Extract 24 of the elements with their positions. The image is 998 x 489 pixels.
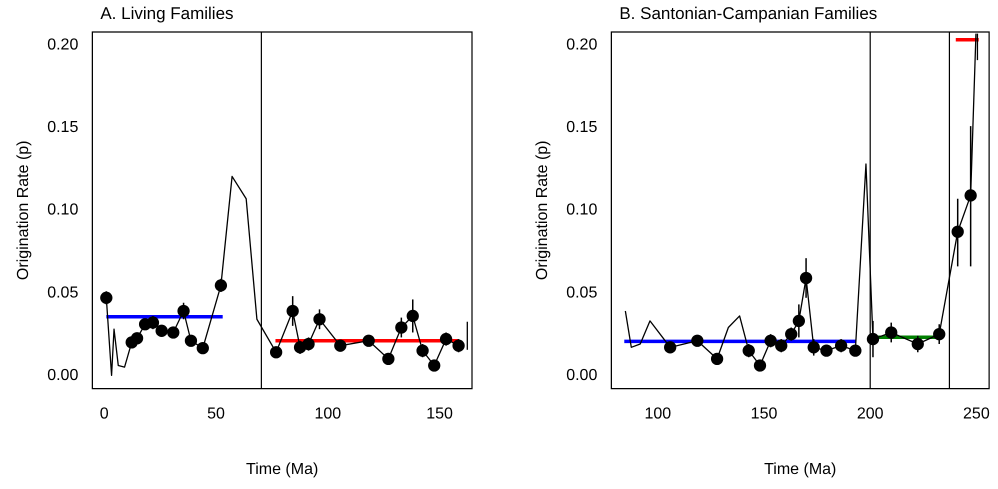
x-axis-title: Time (Ma) xyxy=(246,460,318,478)
x-tick-label: 150 xyxy=(750,406,778,423)
x-tick-label: 50 xyxy=(207,406,225,423)
x-tick-label: 250 xyxy=(963,406,990,423)
chart-title: A. Living Families xyxy=(100,4,234,24)
x-tick-label: 150 xyxy=(426,406,454,423)
x-tick-label: 200 xyxy=(856,406,884,423)
x-axis-title: Time (Ma) xyxy=(764,460,836,478)
x-tick-label: 100 xyxy=(644,406,672,423)
y-tick-label: 0.00 xyxy=(566,366,598,384)
y-tick-label: 0.05 xyxy=(47,284,78,302)
y-tick-label: 0.15 xyxy=(47,119,78,136)
x-tick-label: 0 xyxy=(100,406,109,423)
y-tick-label: 0.05 xyxy=(566,284,598,302)
y-tick-label: 0.00 xyxy=(47,366,78,384)
y-tick-label: 0.20 xyxy=(566,36,598,54)
y-axis-title: Origination Rate (p) xyxy=(15,140,32,280)
y-tick-label: 0.10 xyxy=(47,202,78,219)
y-tick-label: 0.10 xyxy=(566,202,598,219)
chart-title: B. Santonian-Campanian Families xyxy=(619,4,878,24)
y-tick-label: 0.20 xyxy=(47,36,78,54)
y-tick-label: 0.15 xyxy=(566,119,598,136)
y-axis-title: Origination Rate (p) xyxy=(534,140,552,280)
x-tick-label: 100 xyxy=(314,406,342,423)
